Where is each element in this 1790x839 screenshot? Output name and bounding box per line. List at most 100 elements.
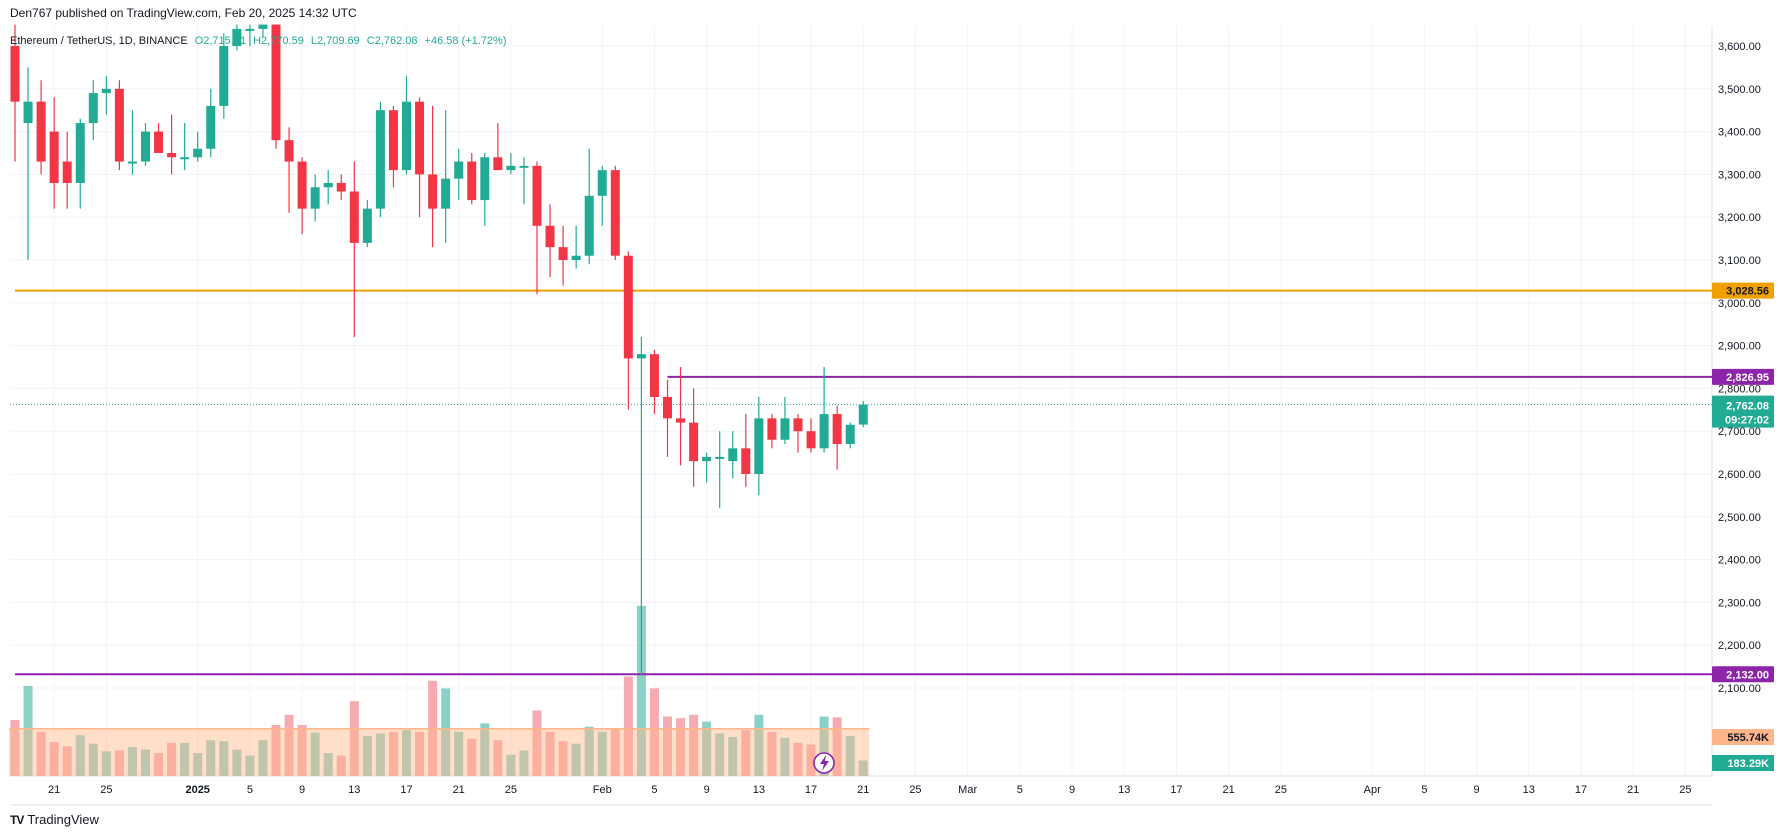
- volume-bar: [101, 751, 111, 776]
- time-tick-label: 21: [1627, 784, 1639, 796]
- candle-body: [597, 170, 607, 196]
- volume-bar: [506, 754, 516, 776]
- candle-body: [663, 396, 672, 419]
- volume-bar: [10, 719, 20, 776]
- candle: [75, 118, 85, 209]
- candle: [23, 67, 33, 260]
- candle: [258, 24, 268, 38]
- candle: [454, 148, 464, 201]
- time-tick-label: 21: [453, 784, 465, 796]
- time-tick-label: 25: [100, 784, 112, 796]
- volume-bar: [349, 701, 359, 776]
- volume-bar: [676, 718, 686, 776]
- candle-body: [297, 161, 307, 209]
- candle: [101, 75, 111, 115]
- candle: [36, 80, 46, 175]
- vol-ma-tag: 555.74K: [1727, 732, 1769, 744]
- volume-bar: [141, 749, 150, 776]
- candle-body: [180, 157, 190, 160]
- volume-bar: [493, 740, 503, 776]
- time-tick-label: 21: [1223, 784, 1235, 796]
- price-tick-label: 2,900.00: [1718, 341, 1761, 353]
- candle-body: [154, 131, 164, 153]
- candle-body: [232, 28, 242, 46]
- candle: [62, 131, 72, 209]
- legend-close: C2,762.08: [367, 35, 418, 47]
- candle-body: [206, 105, 216, 149]
- candle-body: [506, 165, 516, 171]
- purple-upper-tag-bg: [1712, 368, 1774, 385]
- volume-bar: [114, 750, 124, 776]
- candle: [793, 414, 803, 453]
- candle-body: [754, 418, 764, 474]
- replay-icon[interactable]: [813, 752, 835, 774]
- candle: [571, 225, 581, 269]
- time-tick-label: 25: [505, 784, 517, 796]
- candle: [114, 80, 124, 171]
- volume-bar: [754, 714, 764, 776]
- volume-bar: [336, 755, 346, 776]
- candle: [141, 123, 150, 166]
- volume-bar: [610, 728, 620, 776]
- candle-body: [441, 178, 451, 209]
- candle-body: [101, 88, 111, 94]
- time-tick-label: 13: [1523, 784, 1535, 796]
- candle-body: [610, 170, 620, 256]
- time-tick-label: Apr: [1364, 784, 1381, 796]
- candle-body: [780, 418, 790, 440]
- candle: [636, 337, 646, 676]
- candle: [754, 396, 764, 496]
- candle: [415, 97, 425, 218]
- candle: [858, 400, 868, 428]
- candle-body: [858, 404, 868, 425]
- time-tick-label: 13: [348, 784, 360, 796]
- footer-brand[interactable]: TV TradingView: [10, 812, 99, 827]
- candle: [519, 157, 529, 205]
- candle-body: [845, 424, 855, 445]
- candle: [271, 24, 281, 149]
- volume-bar: [154, 753, 164, 776]
- candle-body: [375, 110, 385, 209]
- legend-change: +46.58 (+1.72%): [425, 35, 507, 47]
- volume-bar: [75, 735, 85, 776]
- volume-bar: [310, 732, 320, 776]
- candle: [284, 127, 294, 213]
- volume-bar: [532, 710, 542, 776]
- candle: [715, 431, 725, 509]
- time-tick-label: 13: [1118, 784, 1130, 796]
- candle-body: [271, 24, 281, 141]
- candle: [767, 414, 777, 449]
- candle: [780, 396, 790, 445]
- countdown-tag: 09:27:02: [1725, 415, 1769, 427]
- candle-body: [493, 157, 503, 171]
- volume-bar: [545, 731, 555, 776]
- price-tick-label: 2,700.00: [1718, 426, 1761, 438]
- price-tick-label: 2,100.00: [1718, 683, 1761, 695]
- candle: [388, 105, 398, 188]
- volume-bar: [636, 606, 646, 776]
- candle-body: [349, 191, 359, 243]
- volume-bar: [649, 688, 659, 776]
- candle-body: [454, 161, 464, 179]
- candle-body: [715, 456, 725, 459]
- volume-ma-area: [9, 728, 870, 776]
- candle-body: [741, 448, 751, 474]
- candle-body: [336, 182, 346, 192]
- candle-body: [10, 46, 20, 102]
- volume-bar: [375, 733, 385, 776]
- volume-bar: [49, 742, 59, 776]
- volume-bar: [388, 731, 398, 776]
- candle: [88, 80, 98, 141]
- chart-grid: [10, 26, 1713, 806]
- volume-bar: [284, 714, 294, 776]
- candle: [584, 148, 594, 265]
- candle-body: [623, 255, 633, 359]
- candle-body: [571, 255, 581, 260]
- candle-body: [167, 153, 177, 158]
- candle: [532, 161, 542, 295]
- candle: [206, 88, 216, 158]
- candle: [702, 452, 712, 483]
- price-tick-label: 2,600.00: [1718, 469, 1761, 481]
- legend-low: L2,709.69: [311, 35, 360, 47]
